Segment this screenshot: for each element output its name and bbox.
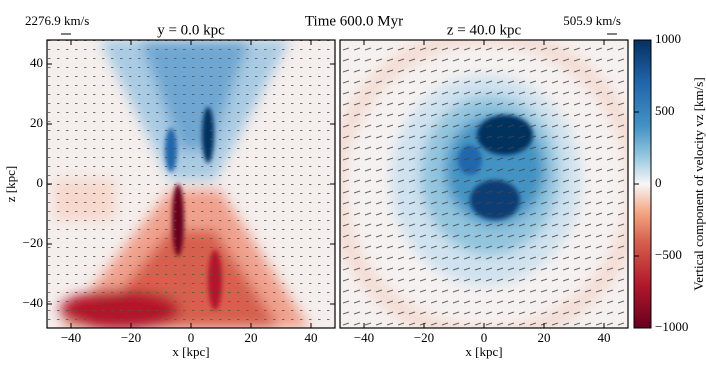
arrow-scale-label: 505.9 km/s [563, 13, 621, 28]
x-tick-label: 20 [245, 330, 258, 345]
x-tick-label: −20 [121, 330, 141, 345]
x-tick-label: 40 [598, 330, 611, 345]
colorbar-tick-label: 0 [655, 175, 662, 190]
y-axis-label: z [kpc] [3, 166, 18, 202]
panel-title: z = 40.0 kpc [447, 22, 522, 38]
x-tick-label: 20 [538, 330, 551, 345]
y-tick-label: 20 [30, 115, 43, 130]
x-tick-label: 0 [481, 330, 488, 345]
y-tick-label: 0 [37, 175, 44, 190]
x-tick-label: −40 [61, 330, 81, 345]
y-tick-label: −40 [23, 295, 43, 310]
field-left [47, 40, 335, 328]
x-tick-label: −40 [354, 330, 374, 345]
colorbar-tick-label: −1000 [655, 319, 688, 334]
x-tick-label: 40 [305, 330, 318, 345]
figure-title: Time 600.0 Myr [305, 13, 403, 29]
colorbar-tick-label: −500 [655, 247, 682, 262]
x-axis-label: x [kpc] [465, 344, 502, 359]
colorbar-tick-label: 500 [655, 103, 675, 118]
y-tick-label: 40 [30, 55, 43, 70]
field-right [340, 40, 628, 328]
panel-title: y = 0.0 kpc [157, 22, 225, 38]
y-tick-label: −20 [23, 235, 43, 250]
colorbar-tick-label: 1000 [655, 31, 681, 46]
x-tick-label: −20 [414, 330, 434, 345]
x-axis-label: x [kpc] [172, 344, 209, 359]
arrow-scale-label: 2276.9 km/s [25, 13, 89, 28]
x-tick-label: 0 [188, 330, 195, 345]
colorbar-label: Vertical component of velocity vz [km/s] [691, 77, 706, 290]
